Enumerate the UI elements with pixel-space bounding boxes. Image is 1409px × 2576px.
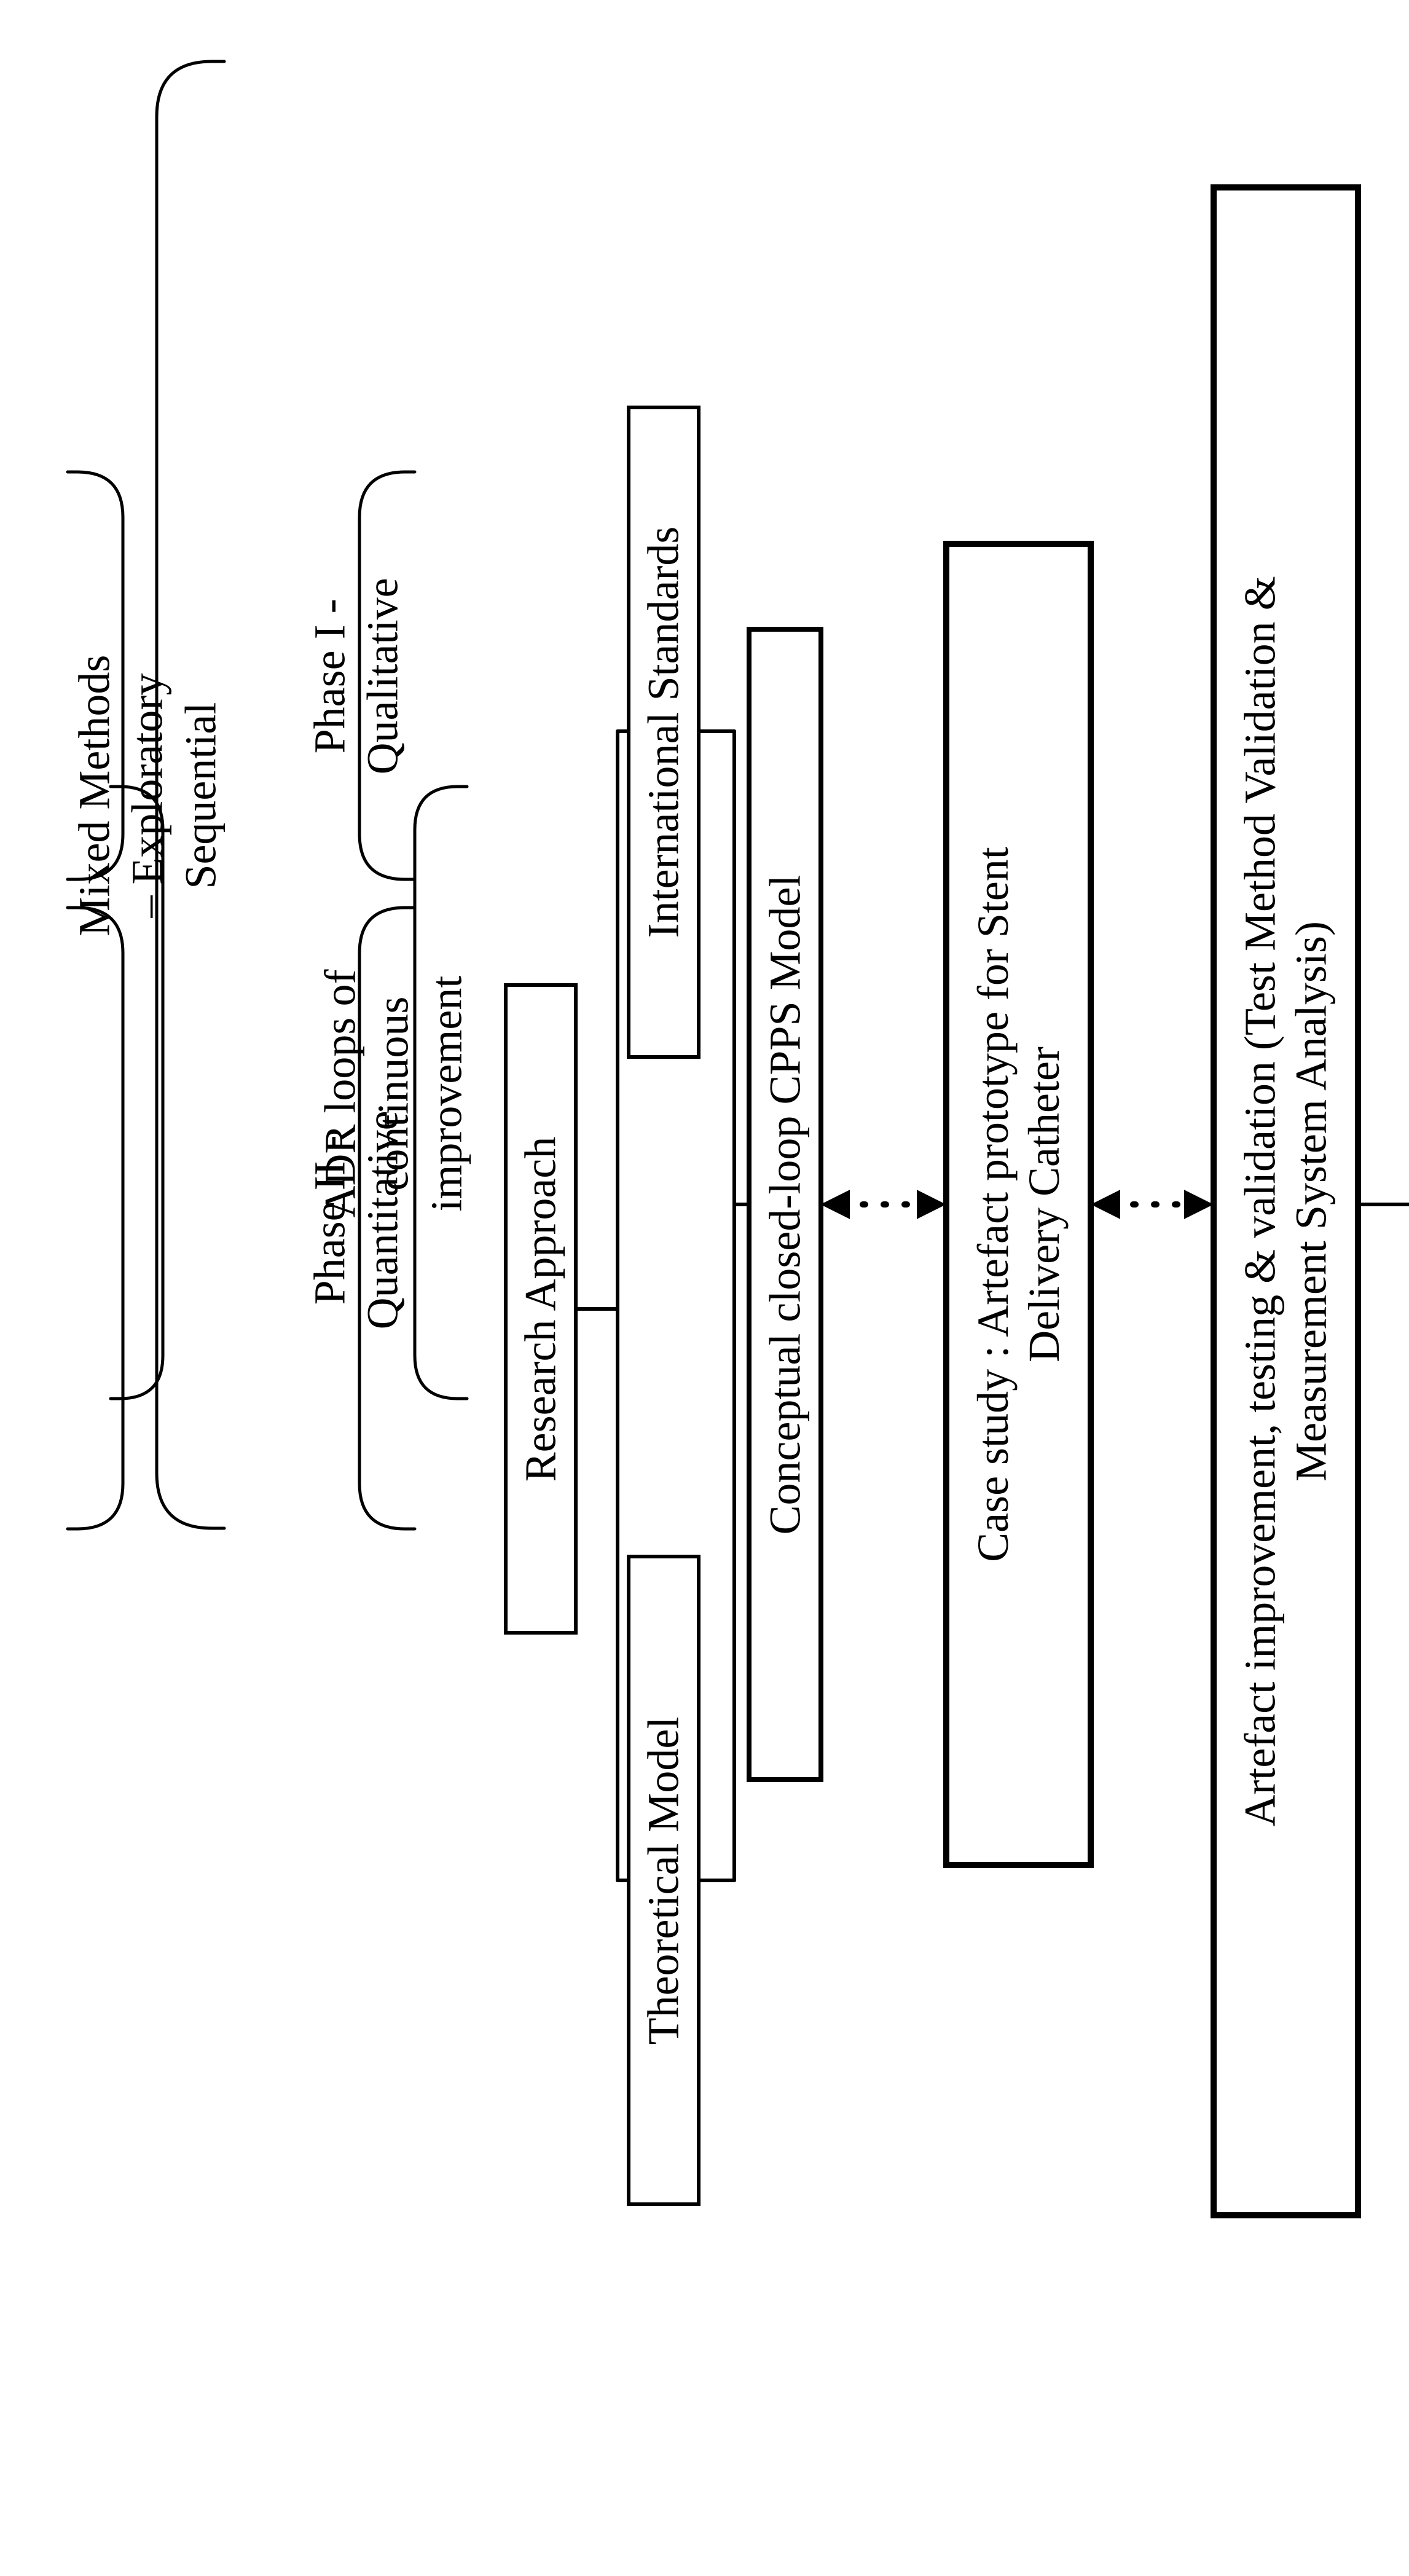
node-artefact_improvement: Artefact improvement, testing & validati… xyxy=(1211,184,1361,2218)
bracket-label-mixed-left-text: Mixed Methods – Exploratory Sequential xyxy=(68,655,227,937)
node-international_standards-label: International Standards xyxy=(638,527,689,938)
node-case_study: Case study : Artefact prototype for Sten… xyxy=(943,541,1094,1868)
node-research_approach-label: Research Approach xyxy=(516,1136,567,1482)
bracket-label-phase1-left-text: Phase I - Qualitative xyxy=(304,578,410,774)
node-theoretical_model-label: Theoretical Model xyxy=(638,1716,689,2044)
node-artefact_improvement-label: Artefact improvement, testing & validati… xyxy=(1235,576,1337,1826)
node-conceptual_cpps: Conceptual closed-loop CPPS Model xyxy=(747,627,823,1782)
diagram-stage: Research Approach Theoretical Model Intern… xyxy=(0,0,1409,2576)
bracket-label-adr-left: ADR loops of continuous improvement xyxy=(301,787,485,1401)
node-international_standards: International Standards xyxy=(627,406,701,1059)
bracket-label-adr-left-text: ADR loops of continuous improvement xyxy=(313,970,473,1218)
node-case_study-label: Case study : Artefact prototype for Sten… xyxy=(968,847,1070,1562)
node-research_approach: Research Approach xyxy=(504,983,578,1635)
bracket-label-mixed-left: Mixed Methods – Exploratory Sequential xyxy=(49,61,246,1530)
node-theoretical_model: Theoretical Model xyxy=(627,1555,701,2206)
node-conceptual_cpps-label: Conceptual closed-loop CPPS Model xyxy=(759,874,810,1534)
